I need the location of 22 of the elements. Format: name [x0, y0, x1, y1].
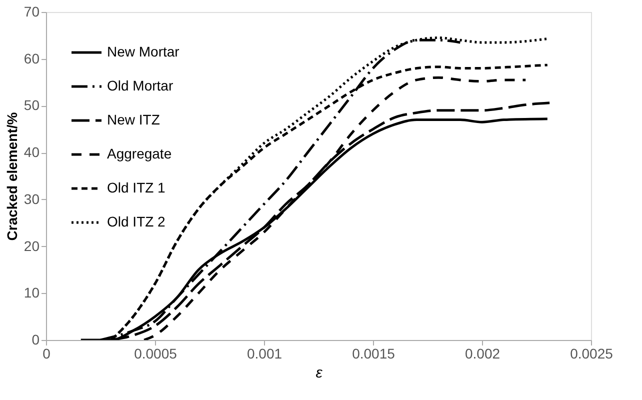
legend-label: New ITZ [107, 112, 160, 128]
x-tick-label: 0 [42, 346, 51, 362]
x-tick-label: 0.001 [246, 346, 282, 362]
y-tick-label: 40 [24, 144, 40, 160]
x-tick-label: 0.0015 [352, 346, 396, 362]
y-tick-label: 70 [24, 4, 40, 20]
x-tick-label: 0.0025 [570, 346, 614, 362]
y-tick-label: 50 [24, 97, 40, 114]
y-tick-label: 30 [24, 190, 40, 207]
y-axis-title: Cracked element/% [4, 112, 20, 241]
y-tick-label: 60 [24, 50, 40, 66]
y-tick-label: 10 [24, 284, 40, 301]
legend-label: Aggregate [107, 146, 172, 162]
legend-label: Old ITZ 1 [107, 180, 166, 196]
y-tick-label: 20 [24, 238, 40, 254]
legend-label: Old ITZ 2 [107, 214, 166, 230]
x-axis-title: ε [316, 364, 323, 382]
legend-label: New Mortar [107, 44, 180, 60]
legend-label: Old Mortar [107, 78, 174, 94]
x-tick-label: 0.0005 [134, 346, 178, 362]
x-tick-label: 0.002 [464, 346, 500, 362]
y-tick-label: 0 [32, 332, 40, 348]
